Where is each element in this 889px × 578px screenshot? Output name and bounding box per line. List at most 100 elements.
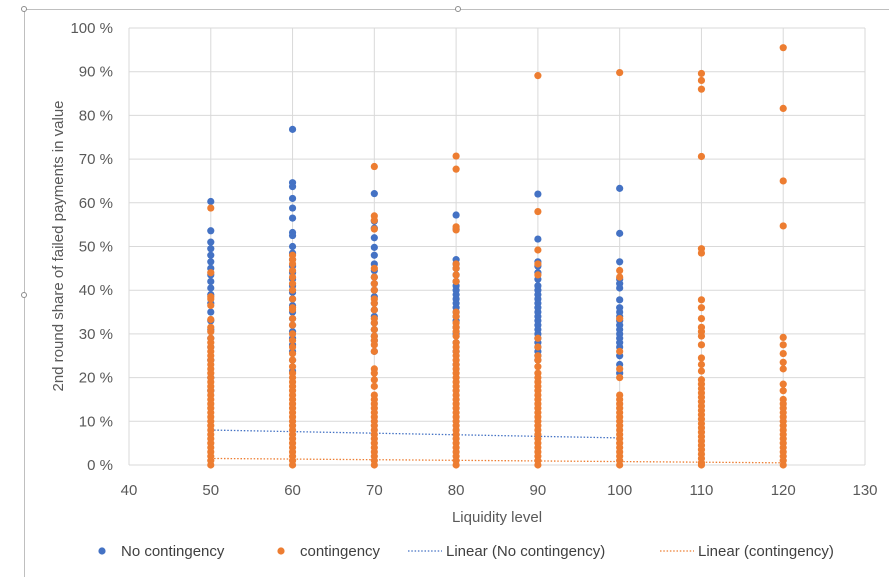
data-point (779, 333, 787, 341)
data-point (534, 334, 542, 342)
data-point (452, 461, 460, 469)
data-point (207, 328, 215, 336)
legend-label: Linear (contingency) (698, 543, 834, 560)
data-point (779, 177, 787, 185)
data-point (288, 194, 297, 203)
gridlines (128, 27, 866, 466)
data-point (370, 325, 378, 334)
data-point (207, 277, 215, 286)
data-point (370, 286, 378, 294)
y-tick-label: 10 % (79, 413, 113, 430)
data-point (697, 85, 706, 93)
data-point (534, 461, 542, 469)
data-point (207, 238, 215, 246)
data-point (288, 242, 297, 251)
data-point (534, 190, 542, 198)
data-point (370, 382, 378, 390)
legend-marker (98, 547, 106, 555)
data-point (370, 216, 378, 224)
data-point (370, 299, 378, 307)
data-point (288, 461, 297, 469)
data-point (779, 358, 787, 366)
data-point (697, 304, 706, 312)
data-point (452, 312, 460, 321)
data-point (288, 321, 297, 329)
trendline (210, 457, 784, 464)
y-tick-label: 80 % (79, 107, 113, 124)
data-point (616, 296, 624, 304)
data-point (534, 72, 542, 80)
data-point (207, 258, 215, 266)
legend-label: No contingency (121, 543, 225, 560)
data-point (779, 341, 787, 349)
axes: 0 % 10 % 20 % 30 % 40 % 50 % 60 % 70 % 80 % 90 % 1… (70, 20, 877, 499)
data-point (616, 258, 624, 266)
data-point (370, 319, 378, 327)
data-point (370, 234, 378, 242)
data-point (207, 245, 215, 253)
y-tick-label: 40 % (79, 282, 113, 299)
data-point (288, 306, 297, 314)
data-point (779, 349, 787, 358)
data-point (370, 243, 378, 251)
x-tick-label: 80 (448, 482, 465, 499)
data-point (697, 332, 706, 340)
data-point (697, 315, 706, 323)
data-point (616, 284, 624, 292)
y-tick-label: 0 % (87, 457, 113, 474)
data-point (207, 301, 215, 310)
data-point (534, 271, 542, 279)
data-point (452, 271, 460, 279)
legend-item: Linear (No contingency) (408, 543, 605, 560)
data-point (616, 461, 624, 469)
legend-item: No contingency (98, 543, 225, 560)
data-point (452, 277, 460, 286)
data-point (207, 269, 215, 277)
x-tick-label: 50 (202, 482, 219, 499)
data-point (288, 330, 297, 338)
data-point (288, 336, 297, 345)
data-point (697, 341, 706, 349)
resize-handle-top[interactable] (455, 6, 461, 12)
data-point (697, 354, 706, 362)
y-tick-label: 60 % (79, 195, 113, 212)
data-point (616, 365, 624, 373)
data-point (288, 363, 297, 371)
resize-handle-top-left[interactable] (21, 6, 27, 12)
data-point (616, 229, 624, 237)
data-point (616, 315, 624, 323)
data-point (288, 356, 297, 364)
data-point (779, 387, 787, 395)
data-point (370, 306, 378, 314)
data-point (288, 125, 297, 133)
legend-label: Linear (No contingency) (446, 543, 605, 560)
data-point (452, 165, 460, 173)
data-point (452, 211, 460, 219)
data-point (288, 266, 297, 275)
data-point (370, 190, 378, 198)
legend: No contingency contingency Linear (No cont… (98, 543, 834, 560)
data-point (370, 341, 378, 349)
legend-marker (277, 547, 285, 555)
data-point (616, 266, 624, 275)
data-point (288, 295, 297, 303)
x-tick-label: 40 (121, 482, 138, 499)
legend-label: contingency (300, 543, 381, 560)
data-point (697, 367, 706, 375)
data-point (616, 347, 624, 355)
data-point (779, 222, 787, 230)
data-point (616, 184, 624, 192)
data-point (697, 296, 706, 304)
data-point (534, 343, 542, 351)
x-tick-label: 60 (284, 482, 301, 499)
x-tick-label: 70 (366, 482, 383, 499)
x-axis-title: Liquidity level (452, 509, 542, 526)
data-point (370, 461, 378, 469)
data-point (534, 235, 542, 243)
data-point (370, 264, 378, 272)
data-point (779, 461, 787, 469)
resize-handle-left[interactable] (21, 292, 27, 298)
data-point (616, 273, 624, 281)
x-tick-label: 90 (530, 482, 547, 499)
